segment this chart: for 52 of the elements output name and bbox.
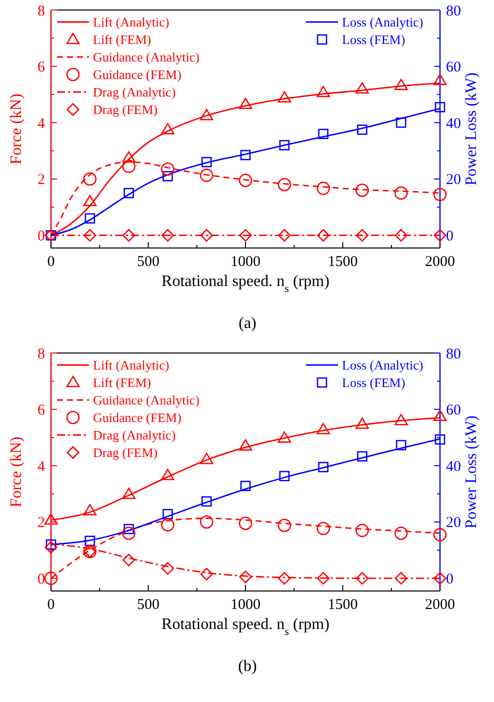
legend-label: Loss (Analytic) bbox=[342, 358, 424, 373]
y-tick-label: 6 bbox=[38, 402, 46, 419]
x-tick-label: 1500 bbox=[328, 597, 358, 613]
legend-label: Drag (Analytic) bbox=[93, 84, 176, 100]
legend-label: Drag (Analytic) bbox=[93, 428, 176, 443]
y2-tick-label: 40 bbox=[446, 116, 461, 132]
y-tick-label: 2 bbox=[38, 172, 45, 188]
x-tick-label: 1500 bbox=[328, 254, 358, 270]
legend-label: Drag (FEM) bbox=[93, 102, 158, 118]
legend-label: Lift (FEM) bbox=[93, 375, 152, 390]
legend-label: Lift (Analytic) bbox=[93, 358, 170, 373]
legend-label: Guidance (FEM) bbox=[93, 67, 182, 82]
legend-label: Guidance (Analytic) bbox=[93, 50, 200, 65]
x-tick-label: 1000 bbox=[230, 254, 260, 270]
y2-tick-label: 20 bbox=[446, 515, 461, 532]
y2-tick-label: 40 bbox=[446, 458, 461, 475]
y-tick-label: 6 bbox=[38, 60, 46, 76]
legend-label: Guidance (FEM) bbox=[93, 410, 182, 426]
y-axis-title: Force (kN) bbox=[8, 436, 25, 508]
x-tick-label: 1000 bbox=[230, 597, 260, 613]
legend-label: Lift (Analytic) bbox=[93, 14, 170, 30]
text: (a) bbox=[238, 315, 256, 332]
y-tick-label: 8 bbox=[38, 346, 45, 362]
y2-tick-label: 60 bbox=[446, 402, 461, 419]
legend-label: Drag (FEM) bbox=[93, 445, 158, 460]
y2-tick-label: 80 bbox=[446, 346, 461, 362]
y2-axis-title: Power Loss (kW) bbox=[463, 72, 480, 186]
y-tick-label: 8 bbox=[38, 3, 45, 20]
text: (b) bbox=[238, 658, 257, 675]
y2-tick-label: 0 bbox=[446, 228, 454, 245]
y2-tick-label: 60 bbox=[446, 60, 461, 76]
x-tick-label: 2000 bbox=[425, 597, 455, 613]
y2-tick-label: 0 bbox=[446, 572, 454, 588]
legend-label: Loss (Analytic) bbox=[342, 14, 424, 30]
legend-label: Lift (FEM) bbox=[93, 32, 152, 48]
y-tick-label: 4 bbox=[38, 116, 46, 132]
legend-label: Guidance (Analytic) bbox=[93, 392, 200, 408]
x-tick-label: 500 bbox=[137, 254, 160, 270]
x-axis-title: Rotational speed. n$_{s}$ (rpm) bbox=[162, 616, 330, 638]
x-tick-label: 500 bbox=[137, 597, 160, 613]
legend-label: Loss (FEM) bbox=[342, 375, 406, 390]
x-axis-title: Rotational speed. n$_{s}$ (rpm) bbox=[162, 273, 330, 295]
x-tick-label: 2000 bbox=[425, 254, 455, 270]
y2-tick-label: 80 bbox=[446, 3, 461, 20]
y-tick-label: 0 bbox=[38, 228, 45, 245]
y-tick-label: 4 bbox=[38, 458, 46, 475]
legend-label: Loss (FEM) bbox=[342, 32, 406, 48]
y2-axis-title: Power Loss (kW) bbox=[463, 416, 480, 528]
y-axis-title: Force (kN) bbox=[8, 94, 25, 164]
y-tick-label: 2 bbox=[38, 515, 45, 532]
y2-tick-label: 20 bbox=[446, 172, 461, 188]
y-tick-label: 0 bbox=[38, 572, 45, 588]
